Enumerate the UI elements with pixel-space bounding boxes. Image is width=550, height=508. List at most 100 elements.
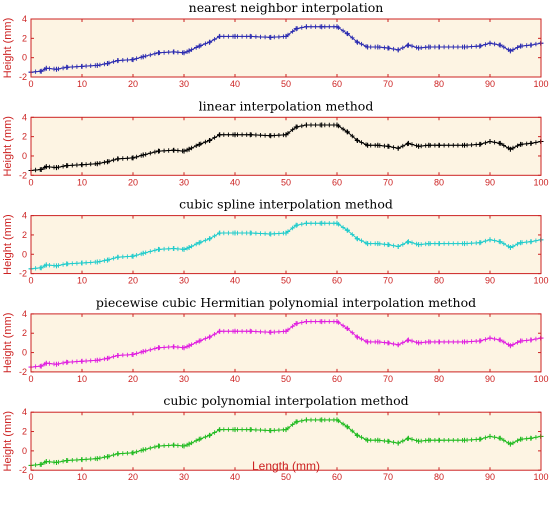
data-point [203,41,208,46]
data-point [276,34,282,40]
x-tick-label: 0 [28,177,33,187]
data-point [268,428,274,434]
data-point [152,248,158,253]
data-point [217,132,223,138]
x-tick-label: 60 [332,276,342,286]
data-point [111,59,116,64]
data-point [462,339,467,345]
data-point [171,442,177,448]
data-point [528,42,534,48]
data-point [196,436,202,442]
data-point [88,260,93,265]
data-point [239,329,245,334]
data-point [359,140,364,145]
data-point [94,357,100,363]
data-point [140,447,146,453]
data-point [483,337,488,342]
x-tick-label: 100 [533,177,548,187]
data-point [391,341,396,347]
data-point [492,336,497,342]
x-tick-label: 90 [485,177,495,187]
data-point [515,143,520,148]
x-tick-label: 80 [434,177,444,187]
data-point [405,239,411,245]
data-point [375,339,381,345]
data-point [120,451,125,456]
data-point [354,334,360,340]
data-point [497,42,503,48]
data-point [497,337,503,343]
data-point [226,329,231,334]
data-point [416,45,422,51]
y-tick-label: 4 [22,112,27,122]
data-point [143,250,148,255]
data-point [74,457,80,463]
data-point [319,319,325,325]
data-point [115,451,121,457]
data-point [313,122,318,128]
data-point [217,328,223,334]
data-point [262,133,268,138]
data-point [276,133,282,138]
data-point [212,135,217,140]
y-tick-label: 4 [22,211,27,221]
data-point [181,148,187,154]
data-point [125,57,130,63]
data-point [268,133,274,139]
data-point [340,323,346,328]
data-point [194,143,199,148]
data-point [105,159,110,165]
y-tick-label: 0 [22,348,27,358]
data-point [497,239,503,245]
x-tick-label: 20 [128,276,138,286]
data-point [344,227,350,233]
data-point [83,358,89,364]
data-point [140,152,146,158]
data-point [426,339,432,345]
data-point [375,44,381,50]
data-point [268,329,274,335]
data-point [70,359,75,365]
y-axis-label: Height (mm) [2,116,14,177]
data-point [253,427,259,433]
panel-title: nearest neighbor interpolation [189,0,384,15]
y-axis-label: Height (mm) [2,18,14,79]
data-point [455,44,461,50]
data-point [70,458,75,463]
data-point [350,35,355,40]
data-point [528,435,534,441]
y-tick-label: -2 [19,72,27,82]
data-point [43,262,49,268]
data-point [239,230,245,236]
x-tick-label: 50 [281,374,291,384]
data-point [409,43,415,49]
data-point [171,246,177,251]
data-point [88,161,93,167]
x-tick-label: 100 [533,79,548,89]
data-point [115,58,121,64]
data-point [416,438,422,444]
data-point [510,342,516,347]
data-point [400,242,405,247]
data-point [33,69,38,74]
data-point [207,138,212,143]
data-point [477,43,483,49]
data-point [212,233,217,239]
data-point [120,352,125,358]
data-point [196,338,202,344]
data-point [528,337,534,343]
data-point [64,64,70,70]
data-point [385,242,391,248]
data-point [451,438,456,443]
data-point [303,220,309,226]
data-point [299,123,304,129]
x-tick-label: 80 [434,472,444,482]
data-point [303,24,309,30]
data-point [507,245,513,250]
data-point [515,241,520,247]
x-tick-label: 40 [230,276,240,286]
data-point [258,34,263,40]
data-point [487,433,493,439]
data-point [74,64,80,69]
data-point [79,63,85,69]
